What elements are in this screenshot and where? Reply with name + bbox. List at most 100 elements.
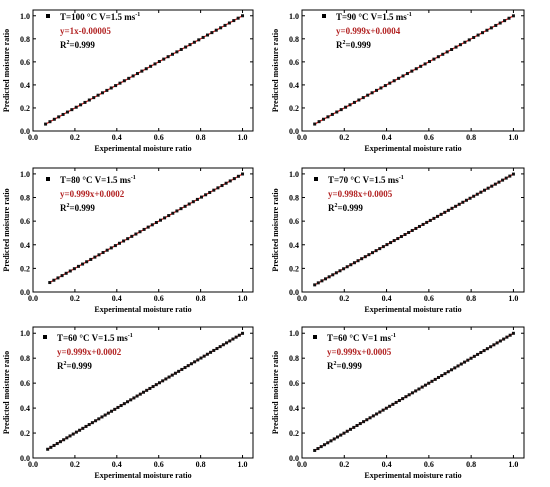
data-point (443, 372, 447, 376)
data-point (208, 190, 212, 194)
r-squared-prefix: R (336, 40, 343, 50)
legend-label: T=90 °C V=1.5 ms-1 (336, 12, 412, 22)
data-point (345, 429, 349, 433)
y-tick-label: 0.0 (289, 127, 299, 136)
data-point (195, 197, 199, 201)
data-point (335, 110, 339, 114)
data-point (414, 226, 418, 230)
data-point (370, 91, 374, 95)
data-point (417, 224, 421, 228)
data-point (138, 230, 142, 234)
data-point (135, 394, 139, 398)
data-point (48, 281, 52, 285)
data-point (78, 428, 82, 432)
r-squared-prefix: R (60, 203, 67, 213)
data-point (454, 45, 458, 49)
data-point (355, 423, 359, 427)
plot-frame (301, 9, 525, 132)
data-point (94, 419, 98, 423)
y-tick-label: 0.0 (20, 127, 30, 136)
legend-label-text: T=100 °C V=1.5 ms (60, 12, 136, 22)
data-point (166, 55, 170, 59)
r-squared-superscript: 2 (343, 40, 346, 46)
data-point (489, 345, 493, 349)
legend-marker (322, 14, 326, 18)
panel-5: 0.0 0.2 0.4 0.6 0.8 1.0 0.0 0.2 0.4 0.6 0.8 1.0 Expe… (2, 326, 254, 480)
data-point (483, 188, 487, 192)
x-tick-label: 0.8 (466, 294, 476, 303)
data-point (85, 260, 89, 264)
data-point (135, 72, 139, 76)
data-point (443, 210, 447, 214)
data-point (48, 120, 52, 124)
r-squared-superscript: 2 (335, 203, 338, 209)
data-point (60, 274, 64, 278)
data-point (83, 100, 87, 104)
data-point (65, 110, 69, 114)
data-point (481, 31, 485, 35)
r-squared-prefix: R (57, 361, 64, 371)
data-point (79, 103, 83, 107)
r-squared-prefix: R (327, 361, 334, 371)
data-point (205, 352, 209, 356)
data-point (164, 377, 168, 381)
y-tick-label: 0.2 (289, 429, 299, 438)
data-point (417, 387, 421, 391)
data-point (445, 50, 449, 54)
data-point (187, 202, 191, 206)
data-point (375, 88, 379, 92)
data-point (511, 14, 515, 18)
legend-marker (314, 177, 318, 181)
data-point (122, 79, 126, 83)
data-point (151, 385, 155, 389)
data-point (482, 349, 486, 353)
data-point (223, 23, 227, 27)
data-point (363, 255, 367, 259)
data-point (383, 84, 387, 88)
data-point (507, 16, 511, 20)
data-point (414, 389, 418, 393)
data-point (410, 69, 414, 73)
data-point (161, 379, 165, 383)
panel-6: 0.0 0.2 0.4 0.6 0.8 1.0 0.0 0.2 0.4 0.6 0.8 1.0 Expe… (271, 326, 525, 480)
data-point (227, 21, 231, 25)
data-point (326, 115, 330, 119)
y-axis-label: Predicted moisture ratio (2, 351, 11, 434)
data-point (366, 93, 370, 97)
data-point (132, 396, 136, 400)
data-point (200, 195, 204, 199)
fit-line (45, 15, 243, 125)
data-point (392, 79, 396, 83)
data-point (466, 358, 470, 362)
data-point (485, 347, 489, 351)
data-point (113, 244, 117, 248)
data-point (89, 257, 93, 261)
y-tick-label: 0.0 (289, 288, 299, 297)
data-point (49, 445, 53, 449)
r-squared-superscript: 2 (64, 361, 67, 367)
data-point (193, 360, 197, 364)
legend-label-text: T=90 °C V=1.5 ms (336, 12, 407, 22)
data-point (381, 245, 385, 249)
data-point (100, 415, 104, 419)
data-point (96, 93, 100, 97)
x-tick-label: 0.2 (70, 460, 80, 469)
data-point (342, 431, 346, 435)
data-point (236, 174, 240, 178)
r-squared-value: =0.999 (337, 361, 363, 371)
data-point (463, 40, 467, 44)
data-point (183, 366, 187, 370)
x-tick-label: 0.8 (466, 460, 476, 469)
data-point (157, 381, 161, 385)
x-axis-label: Experimental moisture ratio (94, 144, 191, 153)
y-tick-label: 0.0 (289, 454, 299, 463)
data-point (97, 417, 101, 421)
data-point (180, 367, 184, 371)
data-point (210, 31, 214, 35)
data-point (450, 47, 454, 51)
x-axis-label: Experimental moisture ratio (94, 305, 191, 314)
data-point (436, 375, 440, 379)
legend-label: T=100 °C V=1.5 ms-1 (60, 12, 140, 22)
data-point (183, 204, 187, 208)
data-point (150, 223, 154, 227)
